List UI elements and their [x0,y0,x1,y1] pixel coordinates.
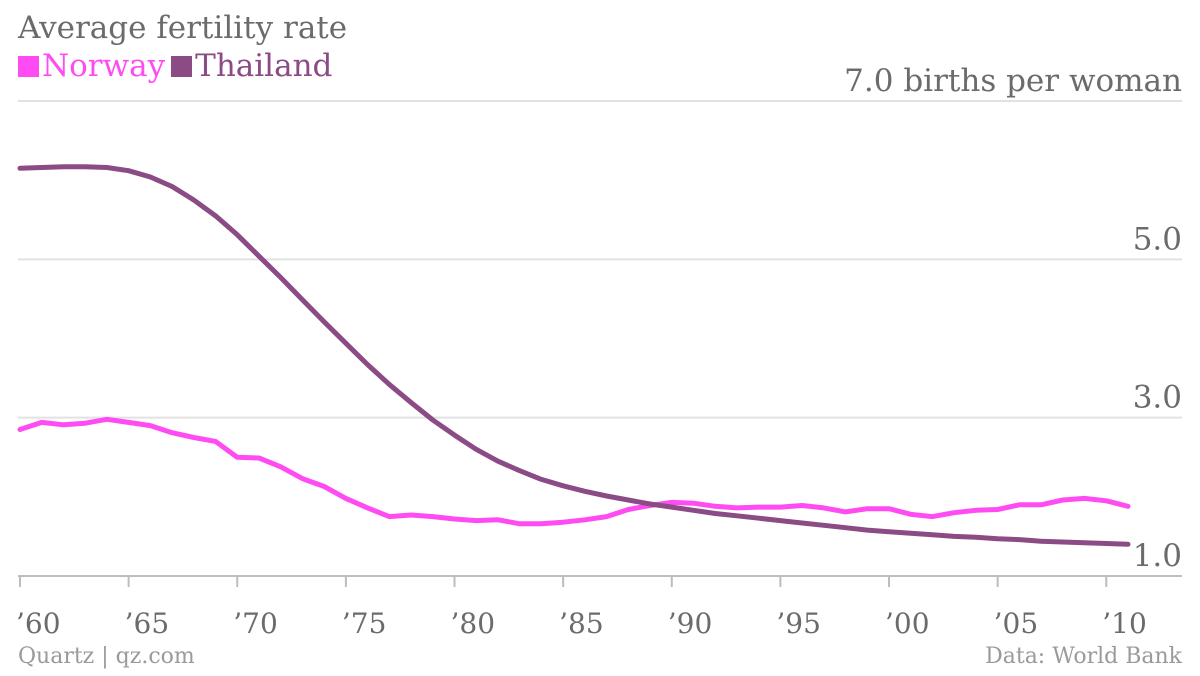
legend-label-norway: Norway [42,48,166,84]
data-source: Data: World Bank [985,644,1182,669]
y-tick-label: 7.0 births per woman [844,63,1182,99]
legend-swatch-norway [18,55,39,77]
legend-label-thailand: Thailand [195,48,333,84]
chart-legend: Norway Thailand [18,48,338,84]
x-tick-label: ’05 [994,607,1039,640]
source-credit: Quartz | qz.com [18,644,195,669]
x-axis: ’60 ’65 ’70 ’75 ’80 ’85 ’90 ’95 ’00 ’05 ’10 [16,576,1147,640]
series-line-thailand [17,164,1131,547]
x-tick-label: ’90 [668,607,713,640]
x-tick-label: ’95 [776,607,821,640]
gridlines [18,100,1182,577]
x-tick-label: ’85 [559,607,604,640]
x-tick-label: ’60 [16,607,61,640]
x-tick-label: ’80 [451,607,496,640]
x-tick-label: ’10 [1102,607,1147,640]
legend-item-thailand: Thailand [171,48,332,84]
series-line-norway [17,416,1131,527]
legend-item-norway: Norway [18,48,165,84]
y-tick-label: 5.0 [1133,221,1182,257]
x-tick-label: ’00 [885,607,930,640]
y-axis-labels: 1.0 3.0 5.0 7.0 births per woman [844,63,1182,574]
x-tick-label: ’70 [233,607,278,640]
x-tick-label: ’75 [342,607,387,640]
x-tick-label: ’65 [125,607,170,640]
chart-title: Average fertility rate [18,10,348,46]
y-tick-label: 3.0 [1133,380,1182,416]
y-tick-label: 1.0 [1133,538,1182,574]
series-lines [17,164,1131,547]
legend-swatch-thailand [171,55,193,77]
